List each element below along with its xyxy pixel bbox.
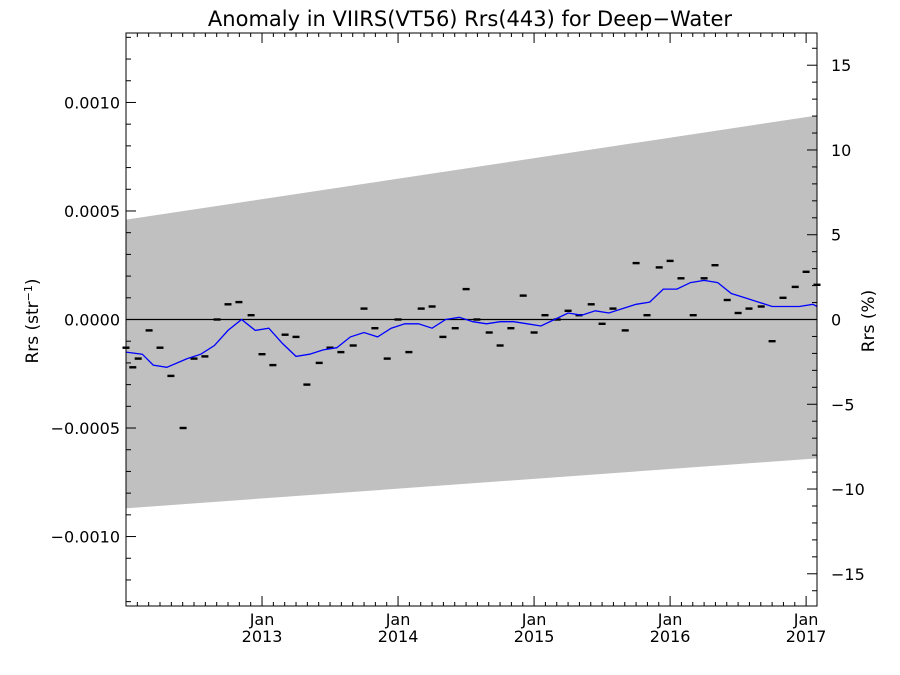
chart-title: Anomaly in VIIRS(VT56) Rrs(443) for Deep… [208, 7, 732, 31]
anomaly-point [179, 426, 187, 430]
anomaly-point [791, 285, 799, 289]
anomaly-point [677, 277, 685, 280]
anomaly-point [371, 327, 379, 330]
anomaly-point [643, 314, 651, 317]
anomaly-point [258, 353, 266, 356]
x-tick-month-label: Jan [385, 610, 411, 629]
anomaly-point [734, 311, 742, 315]
x-tick-month-label: Jan [793, 610, 819, 629]
plot-area [122, 115, 821, 509]
anomaly-point [303, 383, 311, 386]
anomaly-point [609, 307, 617, 310]
anomaly-point [281, 333, 289, 336]
left-y-axis: 0.0010 0.0005 0.0000 −0.0005 −0.0010 [51, 36, 136, 603]
anomaly-point [326, 346, 334, 349]
anomaly-point [405, 350, 413, 354]
right-tick-label: −10 [831, 480, 865, 499]
anomaly-point [757, 305, 765, 308]
left-tick-label: −0.0005 [51, 419, 120, 438]
anomaly-point [201, 355, 209, 358]
x-tick-year-label: 2015 [514, 627, 555, 646]
x-tick-year-label: 2013 [242, 627, 283, 646]
anomaly-point [530, 331, 538, 334]
anomaly-point [235, 300, 243, 304]
anomaly-point [134, 357, 142, 360]
anomaly-point [360, 307, 368, 310]
anomaly-point [768, 340, 776, 343]
anomaly-point [689, 314, 697, 317]
anomaly-point [315, 361, 323, 365]
anomaly-point [451, 327, 459, 330]
anomaly-point [745, 307, 753, 310]
anomaly-point [269, 363, 277, 367]
anomaly-point [519, 294, 527, 297]
left-tick-label: 0.0010 [64, 93, 120, 112]
anomaly-point [213, 318, 221, 321]
running-mean-line [125, 279, 818, 368]
anomaly-point [541, 314, 549, 317]
anomaly-point [247, 314, 255, 317]
left-tick-label: −0.0010 [51, 528, 120, 547]
left-tick-label: 0.0005 [64, 202, 120, 221]
anomaly-point [428, 305, 436, 308]
anomaly-point [417, 307, 425, 310]
left-axis-title: Rrs (str−1) [22, 278, 43, 363]
x-tick-month-label: Jan [249, 610, 275, 629]
anomaly-point [666, 259, 674, 263]
anomaly-point [802, 270, 810, 273]
anomaly-point [473, 318, 481, 321]
right-tick-label: 15 [831, 56, 851, 75]
anomaly-point [779, 296, 787, 299]
right-tick-label: 5 [831, 226, 841, 245]
x-tick-month-label: Jan [521, 610, 547, 629]
anomaly-point [711, 264, 719, 267]
anomaly-point [485, 331, 493, 334]
anomaly-point [621, 329, 629, 332]
anomaly-point [190, 357, 198, 360]
anomaly-point [156, 346, 164, 349]
anomaly-point [587, 303, 595, 306]
x-tick-year-label: 2016 [650, 627, 691, 646]
right-y-axis: 15 10 5 0 −5 −10 −15 [807, 47, 865, 592]
anomaly-point [700, 277, 708, 280]
anomaly-point [462, 287, 470, 291]
right-tick-label: −5 [831, 395, 855, 414]
anomaly-point [496, 344, 504, 347]
right-tick-label: −15 [831, 565, 865, 584]
anomaly-point [439, 335, 447, 339]
anomaly-point [349, 344, 357, 347]
anomaly-point [129, 366, 137, 369]
anomaly-point [632, 261, 640, 265]
anomaly-point [394, 318, 402, 321]
anomaly-point [553, 318, 561, 321]
right-tick-label: 0 [831, 311, 841, 330]
anomaly-point [167, 374, 175, 378]
anomaly-point [564, 309, 572, 312]
anomaly-point [507, 327, 515, 330]
anomaly-point [145, 329, 153, 332]
anomaly-point [337, 350, 345, 354]
anomaly-point [723, 298, 731, 302]
x-tick-year-label: 2014 [378, 627, 419, 646]
anomaly-point [292, 335, 300, 339]
uncertainty-band [126, 115, 817, 509]
anomaly-point [383, 357, 391, 360]
anomaly-point [655, 266, 663, 269]
left-tick-label: 0.0000 [64, 311, 120, 330]
right-axis-title: Rrs (%) [859, 290, 879, 352]
right-tick-label: 10 [831, 141, 851, 160]
anomaly-point [224, 303, 232, 306]
anomaly-point [598, 322, 606, 325]
x-tick-month-label: Jan [657, 610, 683, 629]
x-tick-year-label: 2017 [786, 627, 827, 646]
